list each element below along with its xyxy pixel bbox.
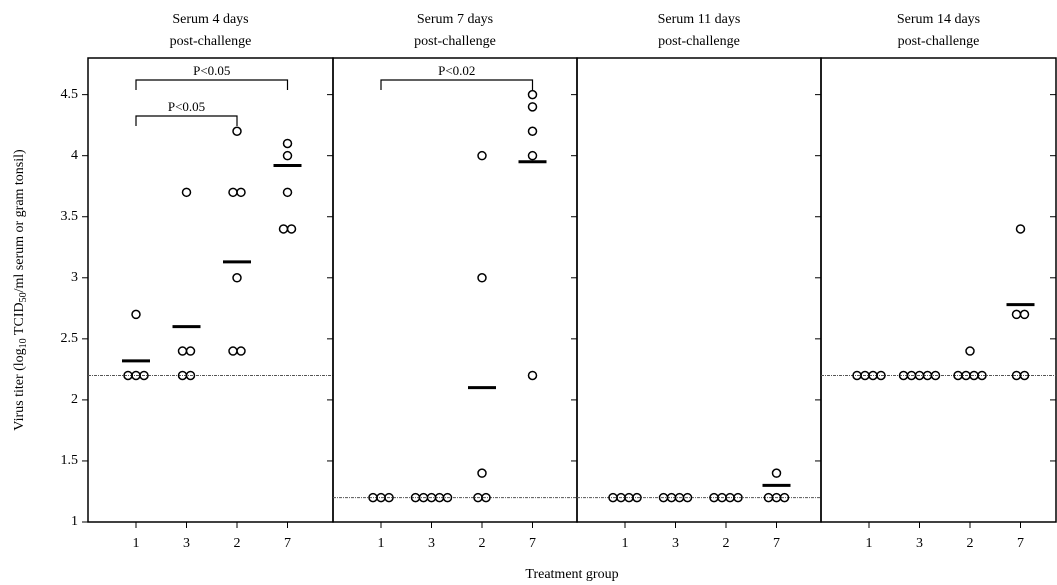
x-axis-label: Treatment group [525,567,618,582]
data-point [236,346,246,356]
data-point [682,492,693,503]
significance-label: P<0.02 [438,63,475,78]
x-tick-label: 3 [428,536,435,551]
data-point [481,492,491,503]
data-point [779,492,790,503]
data-point [131,309,141,320]
x-tick-label: 3 [672,536,679,551]
y-axis-label-part: 10 [18,338,29,348]
x-tick-label: 7 [529,536,536,551]
x-tick-label: 1 [622,536,629,551]
y-tick-label: 1 [71,514,78,529]
y-axis-label-part: /ml serum or gram tonsil) [12,149,27,292]
data-point [632,492,642,503]
data-point [527,126,538,137]
y-axis-label-part: TCID [12,302,27,338]
data-point [442,492,453,503]
data-point [527,370,538,381]
x-tick-label: 7 [284,536,291,551]
x-tick-label: 1 [378,536,385,551]
x-tick-label: 3 [183,536,190,551]
x-tick-label: 1 [866,536,873,551]
y-tick-label: 4.5 [61,87,79,102]
data-point [185,370,196,381]
x-tick-label: 7 [773,536,780,551]
significance-label: P<0.05 [168,99,205,114]
data-point [477,468,487,478]
data-point [771,468,782,478]
data-point [1019,370,1030,381]
y-axis-label-part: 50 [18,292,29,302]
panel-frame [332,57,578,523]
data-point [527,89,538,100]
data-point [278,224,289,234]
significance-label: P<0.05 [193,63,230,78]
significance-bracket [135,115,238,126]
data-point [236,187,246,198]
data-point [527,150,538,161]
data-point [232,273,242,283]
y-axis-label: Virus titer (log10 TCID50/ml serum or gr… [12,149,29,431]
y-tick-label: 2 [71,392,78,407]
data-point [286,224,297,234]
y-tick-label: 3.5 [61,209,79,224]
data-point [228,187,238,198]
data-point [930,370,941,381]
data-point [282,150,293,161]
data-point [185,346,196,356]
panel-title: post-challenge [414,34,496,49]
significance-bracket [380,79,534,90]
data-point [527,102,538,112]
data-point [965,346,975,356]
panel-frame [820,57,1057,523]
data-point [181,187,192,198]
data-point [477,273,487,283]
panel-title: post-challenge [898,34,980,49]
panel-title: Serum 11 days [658,12,741,27]
y-tick-label: 3 [71,270,78,285]
data-point [232,126,242,137]
panel-title: post-challenge [170,34,252,49]
panel-frame [576,57,822,523]
x-tick-label: 2 [723,536,730,551]
y-tick-label: 4 [71,148,78,163]
y-tick-label: 1.5 [61,453,79,468]
y-axis-label-part: Virus titer (log [12,348,27,430]
data-point [876,370,886,381]
data-point [1011,309,1022,320]
x-tick-label: 2 [234,536,241,551]
data-point [282,138,293,149]
data-point [228,346,238,356]
data-point [282,187,293,198]
data-point [733,492,743,503]
significance-bracket [135,79,289,90]
data-point [1015,224,1026,234]
panel-frame [87,57,334,523]
panel-title: Serum 14 days [897,12,980,27]
x-tick-label: 3 [916,536,923,551]
data-point [139,370,149,381]
x-tick-label: 2 [967,536,974,551]
data-point [977,370,987,381]
panel-title: Serum 7 days [417,12,493,27]
data-point [384,492,394,503]
data-point [1019,309,1030,320]
data-point [477,150,487,161]
panel-title: post-challenge [658,34,740,49]
data-point [177,346,188,356]
x-tick-label: 1 [133,536,140,551]
x-tick-label: 7 [1017,536,1024,551]
y-tick-label: 2.5 [61,331,79,346]
panel-title: Serum 4 days [172,12,248,27]
x-tick-label: 2 [479,536,486,551]
